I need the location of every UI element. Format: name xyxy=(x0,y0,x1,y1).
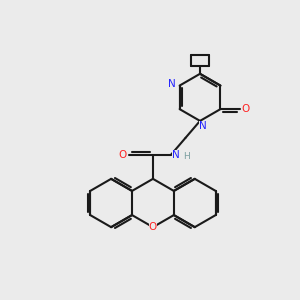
Text: N: N xyxy=(172,150,180,160)
Text: N: N xyxy=(168,79,176,89)
Text: N: N xyxy=(199,121,207,131)
Text: O: O xyxy=(118,150,126,160)
Text: O: O xyxy=(149,222,157,232)
Text: H: H xyxy=(183,152,190,161)
Text: O: O xyxy=(241,104,250,114)
